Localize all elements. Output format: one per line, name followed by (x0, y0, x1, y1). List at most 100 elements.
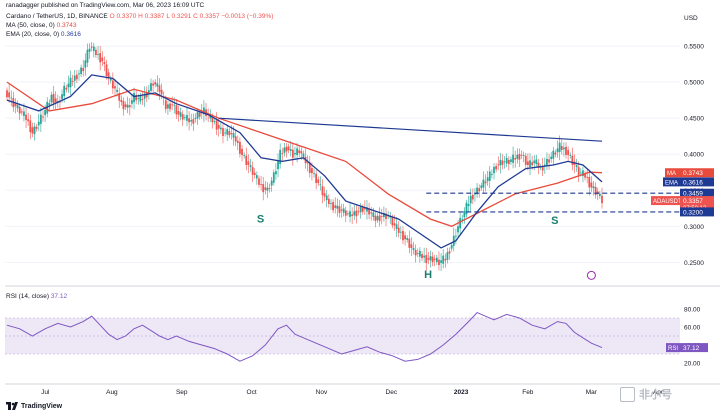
candle-body (550, 156, 553, 160)
candle-body (48, 103, 51, 106)
candle-body (482, 179, 485, 188)
symbol-name: Cardano / TetherUS, 1D, BINANCE (6, 13, 108, 20)
candle-body (23, 111, 25, 116)
price-tag-value: 0.3459 (683, 191, 703, 198)
candle-body (395, 224, 398, 229)
candle-body (338, 206, 341, 213)
candle-body (461, 219, 464, 221)
candle-body (135, 94, 138, 101)
candle-body (95, 49, 97, 55)
ema-legend[interactable]: EMA (20, close, 0) 0.3616 (6, 30, 81, 39)
candle-body (363, 208, 366, 210)
candle-body (601, 195, 603, 204)
candle-body (548, 159, 550, 163)
candle-body (579, 172, 582, 174)
candle-body (291, 149, 294, 158)
candle-body (454, 235, 457, 237)
candle-body (10, 97, 13, 99)
candle-body (419, 250, 421, 257)
candle-body (111, 80, 114, 89)
candle-body (164, 100, 167, 110)
candle-body (122, 101, 125, 110)
candle-body (541, 166, 544, 171)
candle-body (361, 207, 364, 212)
candle-body (255, 175, 258, 179)
rsi-value-tag-text: 37.12 (683, 345, 700, 352)
candle-body (50, 94, 53, 103)
candle-body (97, 53, 99, 55)
candle-body (281, 153, 284, 154)
ma-legend-label: MA (50, close, 0) (6, 22, 55, 29)
candle-body (67, 83, 70, 88)
candle-body (457, 226, 459, 233)
candle-body (277, 160, 279, 170)
candle-body (192, 119, 195, 124)
candle-body (160, 89, 163, 95)
rsi-value-tag (680, 343, 708, 353)
candle-body (412, 248, 415, 251)
candle-body (323, 193, 326, 197)
candle-body (344, 210, 347, 216)
candle-body (249, 165, 252, 168)
candle-body (279, 149, 282, 165)
candle-body (114, 86, 116, 89)
candle-body (171, 104, 174, 106)
candle-body (442, 255, 445, 264)
candle-body (143, 93, 146, 99)
candle-body (186, 115, 188, 121)
candle-body (61, 94, 63, 99)
candle-body (107, 72, 110, 79)
candle-body (317, 179, 320, 184)
candle-body (69, 77, 72, 88)
candle-body (31, 127, 34, 134)
tradingview-logo[interactable]: TradingView (6, 402, 62, 410)
candle-body (131, 100, 133, 104)
candle-body (520, 154, 523, 156)
rsi-legend[interactable]: RSI (14, close) 37.12 (6, 292, 67, 301)
price-tag-value: 0.3743 (683, 170, 703, 177)
rsi-legend-label: RSI (14, close) (6, 293, 49, 300)
candle-body (510, 159, 512, 162)
candle-body (92, 46, 95, 52)
candle-body (82, 68, 85, 72)
right-shoulder-label: S (551, 215, 558, 227)
ema-legend-value: 0.3616 (60, 31, 81, 38)
candle-body (315, 173, 318, 183)
rsi-tag-label: RSI (668, 346, 678, 352)
price-tag-value: 0.3357 (683, 198, 703, 205)
rsi-tick-label: 80.00 (684, 307, 701, 314)
candle-body (247, 161, 250, 166)
candle-body (465, 202, 468, 215)
candle-body (378, 215, 381, 222)
rsi-tick-label: 20.00 (684, 361, 701, 368)
candle-body (427, 258, 430, 260)
candle-body (183, 117, 186, 119)
candle-body (495, 166, 498, 170)
candle-body (471, 194, 474, 200)
ohlc-values: O 0.3370 H 0.3387 L 0.3291 C 0.3357 −0.0… (109, 13, 274, 20)
time-tick-label: Dec (386, 389, 398, 396)
price-tag-value: 0.3200 (683, 209, 703, 216)
ma-legend[interactable]: MA (50, close, 0) 0.3743 (6, 21, 76, 30)
candle-body (399, 231, 402, 233)
candle-body (270, 180, 273, 186)
candle-body (158, 85, 161, 92)
candle-body (29, 120, 32, 133)
candle-body (52, 93, 55, 104)
candle-body (266, 187, 269, 191)
candle-body (347, 213, 349, 215)
candle-body (518, 154, 521, 160)
watermark-icon (620, 386, 635, 402)
candle-body (224, 132, 226, 134)
candle-body (264, 187, 267, 190)
candle-body (359, 206, 362, 213)
time-tick-label: 2023 (454, 389, 469, 396)
candle-body (287, 146, 290, 151)
candle-body (42, 116, 44, 118)
candle-body (505, 157, 508, 164)
candle-body (283, 147, 286, 153)
candle-body (480, 185, 483, 188)
candle-body (446, 252, 449, 260)
